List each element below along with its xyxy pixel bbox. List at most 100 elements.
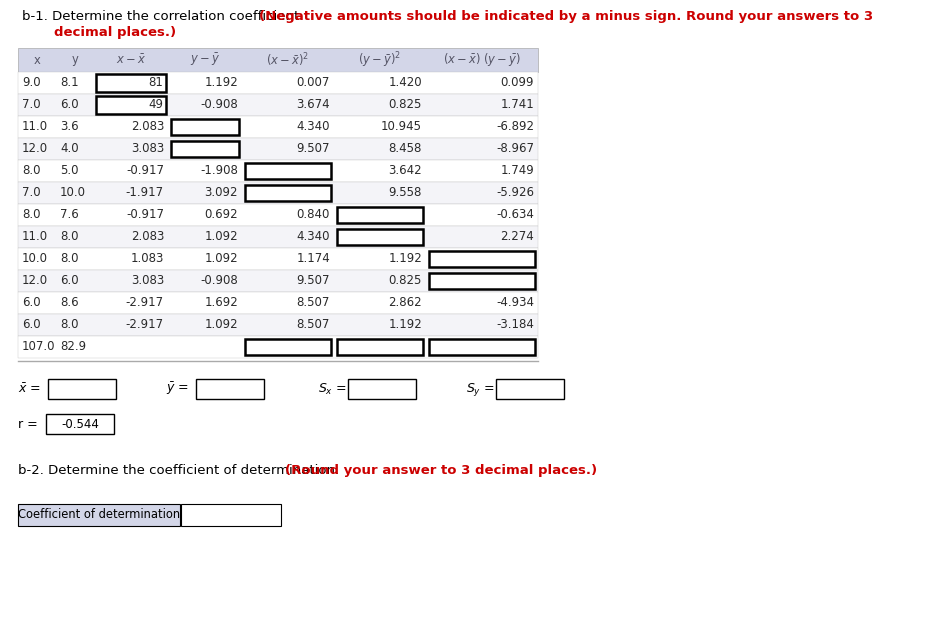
Bar [18,226,538,248]
Bar [18,292,538,314]
Text: 2.083: 2.083 [131,120,164,134]
Text: -0.544: -0.544 [61,417,99,431]
Text: 7.0: 7.0 [22,187,40,200]
Bar [245,163,331,179]
Bar [171,141,239,157]
Text: $S_x$ =: $S_x$ = [318,381,346,396]
Bar [18,248,538,270]
Text: 8.0: 8.0 [22,165,40,177]
Text: 3.674: 3.674 [297,99,330,112]
Text: 81: 81 [148,77,163,89]
Text: 8.507: 8.507 [297,318,330,331]
Text: 1.092: 1.092 [204,253,238,265]
Text: 0.825: 0.825 [388,275,422,288]
Bar [18,336,538,358]
Text: $y - \bar{y}$: $y - \bar{y}$ [190,52,220,68]
Text: 9.0: 9.0 [22,77,40,89]
Text: 8.0: 8.0 [60,230,79,243]
Text: $\bar{y}$ =: $\bar{y}$ = [166,381,189,397]
Text: 1.749: 1.749 [500,165,534,177]
Text: r =: r = [18,417,37,431]
Text: -5.926: -5.926 [496,187,534,200]
Text: -1.908: -1.908 [200,165,238,177]
Bar [48,379,116,399]
Text: -0.908: -0.908 [200,275,238,288]
Bar [18,138,538,160]
Bar [245,339,331,355]
Text: 7.6: 7.6 [60,208,79,222]
Text: (Round your answer to 3 decimal places.): (Round your answer to 3 decimal places.) [285,464,597,477]
Text: -0.908: -0.908 [200,99,238,112]
Text: $(y - \bar{y})^2$: $(y - \bar{y})^2$ [358,50,402,70]
Text: -2.917: -2.917 [125,318,164,331]
Text: 8.507: 8.507 [297,296,330,310]
Text: -1.917: -1.917 [125,187,164,200]
Bar [429,273,535,289]
Bar [337,229,423,245]
Text: 3.092: 3.092 [204,187,238,200]
Text: 0.840: 0.840 [297,208,330,222]
Text: 49: 49 [148,99,163,112]
Text: $(x - \bar{x})^2$: $(x - \bar{x})^2$ [267,51,310,69]
Text: 4.0: 4.0 [60,142,79,155]
Bar [348,379,416,399]
Text: -0.917: -0.917 [126,165,164,177]
Text: 7.0: 7.0 [22,99,40,112]
Text: 107.0: 107.0 [22,341,55,354]
Text: 2.862: 2.862 [388,296,422,310]
Text: $(x - \bar{x})\ (y - \bar{y})$: $(x - \bar{x})\ (y - \bar{y})$ [443,52,521,69]
Text: x: x [34,54,40,67]
Bar [18,48,538,72]
Text: 11.0: 11.0 [22,230,48,243]
Bar [496,379,564,399]
Text: 2.083: 2.083 [131,230,164,243]
Bar [96,74,166,92]
Text: 9.507: 9.507 [297,142,330,155]
Text: 0.007: 0.007 [297,77,330,89]
Text: decimal places.): decimal places.) [54,26,176,39]
Text: -4.934: -4.934 [496,296,534,310]
Text: -2.917: -2.917 [125,296,164,310]
Bar [18,182,538,204]
Bar [18,504,180,526]
Text: -0.634: -0.634 [496,208,534,222]
Text: -3.184: -3.184 [496,318,534,331]
Bar [429,339,535,355]
Text: 5.0: 5.0 [60,165,79,177]
Text: -6.892: -6.892 [496,120,534,134]
Text: $S_y$ =: $S_y$ = [466,381,495,397]
Text: 3.642: 3.642 [388,165,422,177]
Text: 1.092: 1.092 [204,318,238,331]
Text: 11.0: 11.0 [22,120,48,134]
Text: 8.0: 8.0 [60,253,79,265]
Text: 6.0: 6.0 [60,99,79,112]
Text: 9.507: 9.507 [297,275,330,288]
Text: 9.558: 9.558 [388,187,422,200]
Text: Coefficient of determination: Coefficient of determination [18,509,180,522]
Text: 6.0: 6.0 [22,318,40,331]
Bar [18,116,538,138]
Bar [18,314,538,336]
Text: 0.825: 0.825 [388,99,422,112]
Text: 1.192: 1.192 [204,77,238,89]
Text: 1.692: 1.692 [204,296,238,310]
Bar [46,414,114,434]
Text: 0.692: 0.692 [204,208,238,222]
Bar [181,504,281,526]
Text: 10.0: 10.0 [60,187,86,200]
Text: 8.1: 8.1 [60,77,79,89]
Text: 6.0: 6.0 [22,296,40,310]
Text: 10.945: 10.945 [381,120,422,134]
Text: -8.967: -8.967 [496,142,534,155]
Text: 6.0: 6.0 [60,275,79,288]
Text: b-2. Determine the coefficient of determination.: b-2. Determine the coefficient of determ… [18,464,344,477]
Text: 2.274: 2.274 [500,230,534,243]
Text: 8.0: 8.0 [22,208,40,222]
Text: 3.6: 3.6 [60,120,79,134]
Bar [96,96,166,114]
Text: (Negative amounts should be indicated by a minus sign. Round your answers to 3: (Negative amounts should be indicated by… [259,10,873,23]
Text: 4.340: 4.340 [297,120,330,134]
Text: 1.741: 1.741 [500,99,534,112]
Bar [429,251,535,267]
Bar [18,72,538,94]
